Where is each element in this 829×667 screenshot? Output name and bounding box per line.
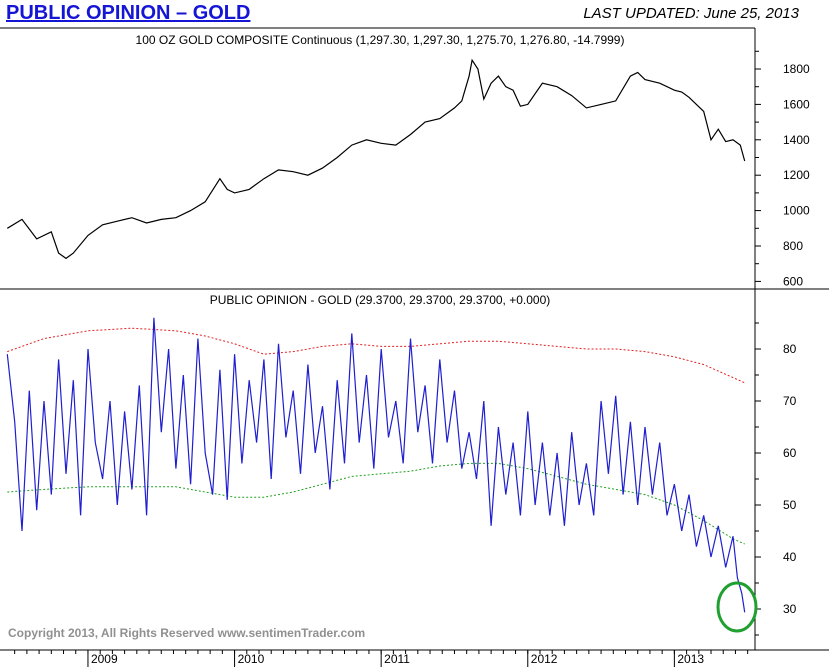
chart-page-title[interactable]: PUBLIC OPINION – GOLD bbox=[6, 2, 251, 24]
opinion-axis-tick-label: 30 bbox=[783, 602, 797, 616]
lower-band-line bbox=[7, 462, 745, 545]
opinion-axis-tick-label: 70 bbox=[783, 394, 797, 408]
price-axis: 600 800 1000 1200 1400 1600 1800 bbox=[755, 50, 810, 288]
opinion-axis-tick-label: 60 bbox=[783, 446, 797, 460]
price-axis-tick-label: 1000 bbox=[783, 204, 810, 218]
opinion-axis-tick-label: 50 bbox=[783, 498, 797, 512]
price-axis-tick-label: 1600 bbox=[783, 97, 810, 111]
time-axis-year-label: 2012 bbox=[531, 652, 558, 666]
public-opinion-line bbox=[6, 317, 746, 613]
price-axis-tick-label: 1800 bbox=[783, 62, 810, 76]
last-updated-label: LAST UPDATED: June 25, 2013 bbox=[583, 5, 799, 22]
latest-reading-highlight-circle bbox=[716, 581, 758, 633]
opinion-axis-tick-label: 40 bbox=[783, 550, 797, 564]
upper-band-line bbox=[7, 327, 745, 384]
time-axis-year-label: 2010 bbox=[238, 652, 265, 666]
copyright-notice: Copyright 2013, All Rights Reserved www.… bbox=[8, 626, 365, 640]
price-axis-tick-label: 600 bbox=[783, 274, 803, 288]
price-axis-tick-label: 1200 bbox=[783, 168, 810, 182]
price-axis-tick-label: 800 bbox=[783, 239, 803, 253]
opinion-axis-tick-label: 80 bbox=[783, 342, 797, 356]
time-axis: 2009 2010 2011 2012 2013 bbox=[14, 650, 749, 667]
opinion-axis: 30 40 50 60 70 80 bbox=[755, 322, 797, 636]
time-axis-year-label: 2013 bbox=[677, 652, 704, 666]
time-axis-year-label: 2009 bbox=[91, 652, 118, 666]
price-axis-tick-label: 1400 bbox=[783, 133, 810, 147]
gold-price-line bbox=[6, 58, 746, 260]
gold-price-title: 100 OZ GOLD COMPOSITE Continuous (1,297.… bbox=[136, 33, 625, 47]
public-opinion-title: PUBLIC OPINION - GOLD (29.3700, 29.3700,… bbox=[210, 293, 551, 307]
time-axis-year-label: 2011 bbox=[384, 652, 410, 666]
